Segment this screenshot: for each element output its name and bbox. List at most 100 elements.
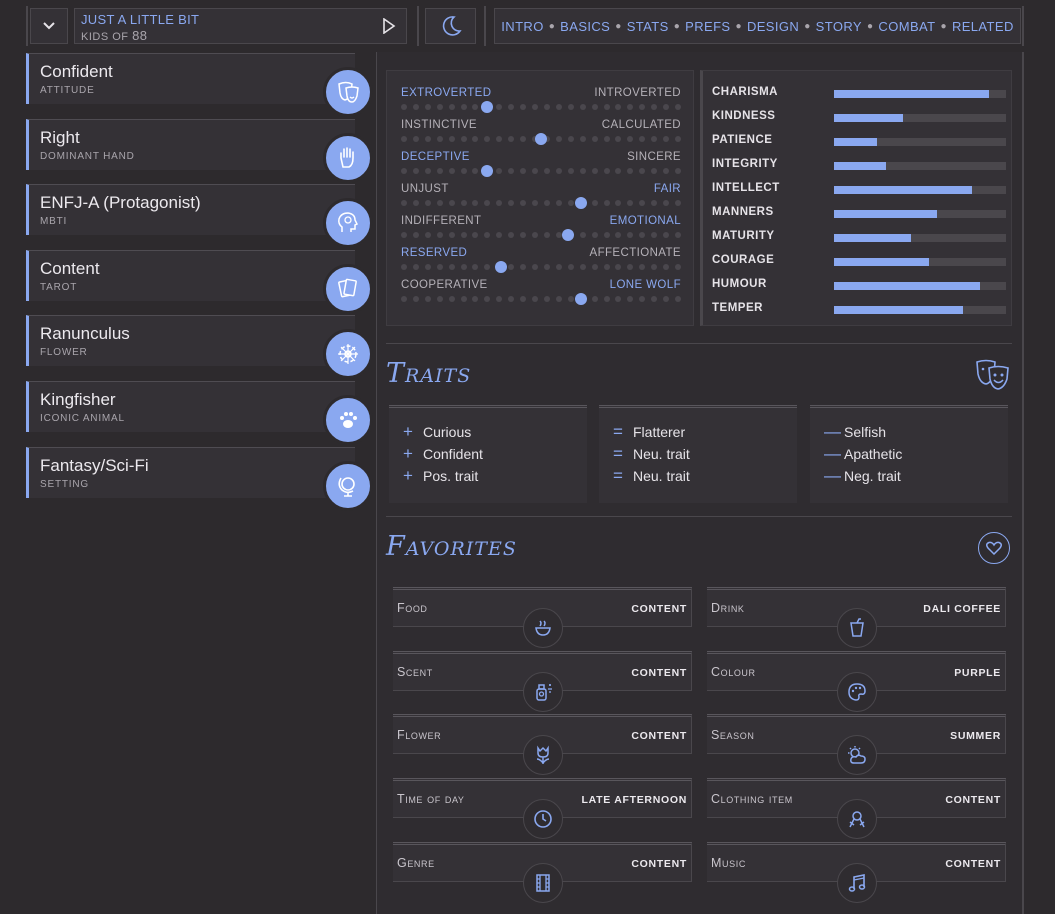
nav-link-related[interactable]: RELATED: [951, 18, 1014, 34]
slider-dot: [543, 232, 550, 238]
nav-link-prefs[interactable]: PREFS: [685, 18, 731, 34]
slider-dot: [448, 296, 455, 302]
slider-dot: [532, 168, 539, 174]
positive-trait: + Curious: [403, 422, 471, 442]
slider-dot: [615, 136, 622, 142]
favorite-label: Food: [397, 601, 428, 615]
slider-dot: [543, 104, 550, 110]
favorite-drink: Drink DALI COFFEE: [707, 587, 1006, 648]
trait-slider[interactable]: DECEPTIVE SINCERE: [401, 150, 681, 182]
stat-bar-fill: [834, 138, 877, 146]
nav-link-intro[interactable]: INTRO: [501, 18, 544, 34]
slider-knob[interactable]: [575, 197, 588, 209]
slider-dot: [627, 104, 634, 110]
slider-knob[interactable]: [481, 101, 494, 113]
play-icon[interactable]: [382, 18, 396, 34]
slider-dot: [448, 232, 455, 238]
nav-link-basics[interactable]: BASICS: [560, 18, 611, 34]
card-value: Kingfisher: [40, 390, 116, 409]
slider-dot: [484, 232, 491, 238]
slider-dot: [460, 136, 467, 142]
positive-symbol-icon: +: [403, 444, 413, 463]
section-nav: INTRO ● BASICS ● STATS ● PREFS ● DESIGN ● STORY ● CO…: [494, 8, 1021, 44]
artist-prefix: KIDS OF: [81, 31, 129, 43]
trait-slider[interactable]: INDIFFERENT EMOTIONAL: [401, 214, 681, 246]
slider-dot: [484, 136, 491, 142]
negative-traits: — Selfish — Apathetic — Neg. trait: [810, 405, 1008, 503]
favorite-flower: Flower CONTENT: [393, 714, 692, 775]
slider-knob[interactable]: [535, 133, 547, 145]
slider-dot: [472, 296, 479, 302]
slider-dot: [460, 264, 467, 270]
heart-icon: [978, 532, 1010, 564]
trait-slider[interactable]: UNJUST FAIR: [401, 182, 681, 214]
trait-slider[interactable]: RESERVED AFFECTIONATE: [401, 246, 681, 278]
slider-dot: [579, 136, 586, 142]
trait-label: Flatterer: [633, 424, 686, 440]
slider-dot: [412, 168, 419, 174]
nav-separator: ●: [673, 20, 681, 32]
slider-dot: [639, 200, 646, 206]
clock-icon: [523, 799, 563, 839]
slider-dot: [603, 232, 610, 238]
slider-right-label: LONE WOLF: [609, 279, 681, 291]
slider-dot: [436, 232, 443, 238]
slider-dot: [555, 104, 562, 110]
favorite-label: Flower: [397, 728, 442, 742]
slider-dot: [591, 168, 598, 174]
card-label: DOMINANT HAND: [40, 151, 135, 162]
slider-dot: [639, 296, 646, 302]
slider-knob[interactable]: [481, 165, 494, 177]
trait-slider[interactable]: EXTROVERTED INTROVERTED: [401, 86, 681, 118]
favorite-season: Season SUMMER: [707, 714, 1006, 775]
slider-dot: [675, 232, 681, 238]
slider-dot: [663, 296, 670, 302]
slider-dot: [591, 104, 598, 110]
slider-dot: [543, 264, 550, 270]
slider-dot: [555, 232, 562, 238]
favorite-clothing-item: Clothing item CONTENT: [707, 778, 1006, 839]
stat-name: CHARISMA: [712, 86, 778, 98]
slider-dot: [460, 296, 467, 302]
slider-dot: [555, 200, 562, 206]
slider-dot: [401, 296, 407, 302]
nav-link-story[interactable]: STORY: [815, 18, 862, 34]
stat-bar-fill: [834, 162, 886, 170]
card-label: TAROT: [40, 282, 78, 293]
slider-dot: [651, 168, 658, 174]
slider-knob[interactable]: [575, 293, 588, 305]
slider-dot: [663, 232, 670, 238]
slider-knob[interactable]: [561, 229, 574, 241]
stat-bar-fill: [834, 90, 989, 98]
slider-dot: [424, 104, 431, 110]
favorite-value: CONTENT: [631, 603, 687, 615]
dropdown-toggle-button[interactable]: [30, 8, 68, 44]
neutral-trait: = Neu. trait: [613, 466, 690, 486]
trait-slider[interactable]: INSTINCTIVE CALCULATED: [401, 118, 681, 150]
slider-dot: [532, 232, 539, 238]
dark-mode-toggle[interactable]: [425, 8, 476, 44]
positive-traits: + Curious + Confident + Pos. trait: [389, 405, 587, 503]
slider-dot: [543, 168, 550, 174]
neutral-symbol-icon: =: [613, 422, 623, 441]
stat-bar: [834, 234, 1006, 242]
slider-dot: [555, 296, 562, 302]
slider-dot: [675, 168, 681, 174]
nav-link-combat[interactable]: COMBAT: [878, 18, 936, 34]
slider-right-label: FAIR: [653, 183, 681, 195]
slider-dot: [436, 200, 443, 206]
trait-label: Apathetic: [844, 446, 903, 462]
trait-slider[interactable]: COOPERATIVE LONE WOLF: [401, 278, 681, 310]
slider-dot: [591, 232, 598, 238]
neutral-symbol-icon: =: [613, 444, 623, 463]
slider-dot: [651, 232, 658, 238]
favorite-value: PURPLE: [954, 667, 1001, 679]
nav-link-stats[interactable]: STATS: [626, 18, 669, 34]
nav-link-design[interactable]: DESIGN: [746, 18, 800, 34]
slider-dot: [567, 168, 574, 174]
slider-knob[interactable]: [494, 261, 507, 273]
favorite-label: Music: [711, 856, 746, 870]
slider-dot: [627, 296, 634, 302]
slider-left-label: EXTROVERTED: [401, 87, 492, 99]
nav-separator: ●: [940, 20, 947, 32]
